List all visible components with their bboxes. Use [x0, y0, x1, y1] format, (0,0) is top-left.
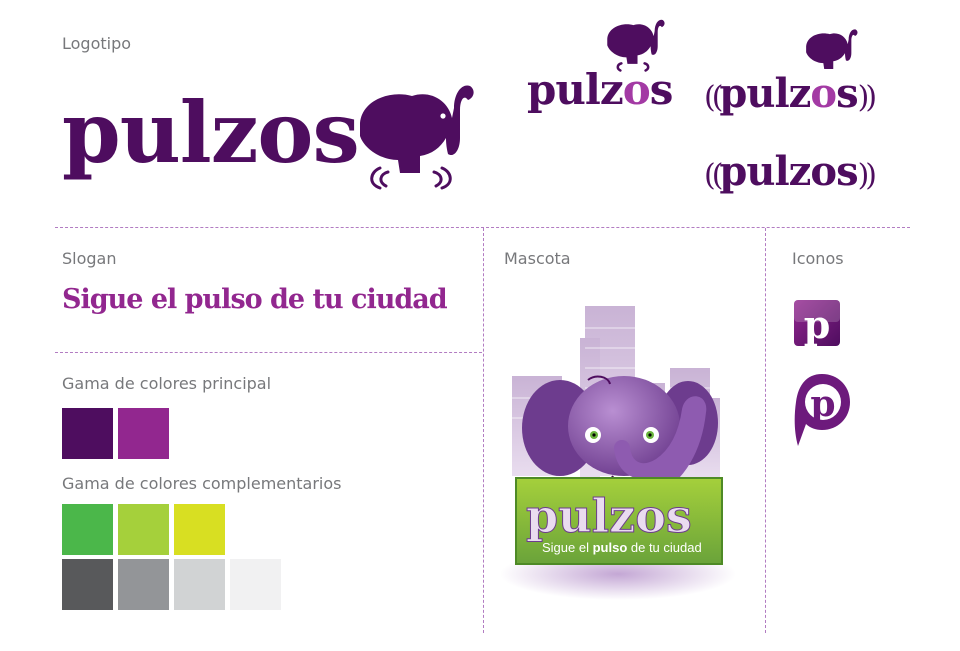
color-swatch-complementario [174, 504, 225, 555]
mascot-sign-slogan: Sigue el pulso de tu ciudad [542, 540, 702, 555]
logo-variant-wordmark-3: ((pulzos)) [704, 148, 878, 195]
mascota-label: Mascota [504, 249, 571, 268]
app-icon-pin-letter: p [810, 383, 835, 425]
mascot-sign-wordmark: pulzos [526, 489, 692, 543]
app-icon-letter: p [804, 302, 831, 347]
pulse-right-icon: )) [857, 80, 878, 115]
gama-principal-label: Gama de colores principal [62, 374, 272, 393]
slogan-label: Slogan [62, 249, 117, 268]
mascot-sign [515, 477, 723, 565]
color-swatch-principal [62, 408, 113, 459]
elephant-icon [360, 85, 474, 190]
divider-vertical-right [765, 228, 766, 633]
app-icon-square: p [794, 300, 840, 347]
pulse-left-icon: (( [704, 80, 724, 115]
gama-complementarios-label: Gama de colores complementarios [62, 474, 342, 493]
color-swatch-complementario [174, 559, 225, 610]
color-swatch-principal [118, 408, 169, 459]
mascot-elephant [522, 375, 718, 496]
mascot-illustration: pulzos Sigue el pulso de tu ciudad [500, 306, 736, 600]
divider-vertical-left [483, 228, 484, 633]
divider-horizontal-top [55, 227, 910, 228]
elephant-icon-small [607, 19, 665, 72]
pulse-left-icon: (( [704, 158, 724, 193]
logotipo-label: Logotipo [62, 34, 132, 53]
color-swatch-complementario [118, 559, 169, 610]
wordmark-o: o [622, 65, 651, 114]
color-swatch-complementario [62, 559, 113, 610]
slogan-text: Sigue el pulso de tu ciudad [62, 284, 448, 315]
main-logo-wordmark: pulzos [62, 83, 360, 182]
color-swatch-complementario [118, 504, 169, 555]
color-swatch-complementario [62, 504, 113, 555]
divider-horizontal-slogan [55, 352, 482, 353]
logo-variant-wordmark-2: ((pulzos)) [704, 70, 878, 117]
pulse-right-icon: )) [857, 158, 878, 193]
logo-variant-wordmark-1: pulzos [527, 62, 674, 118]
iconos-label: Iconos [792, 249, 844, 268]
wordmark-part-2: s [649, 65, 674, 114]
color-swatch-complementario [230, 559, 281, 610]
elephant-icon-variant [806, 29, 858, 69]
wordmark-part-1: pulz [527, 65, 624, 114]
app-icon-pin: p [794, 374, 850, 446]
